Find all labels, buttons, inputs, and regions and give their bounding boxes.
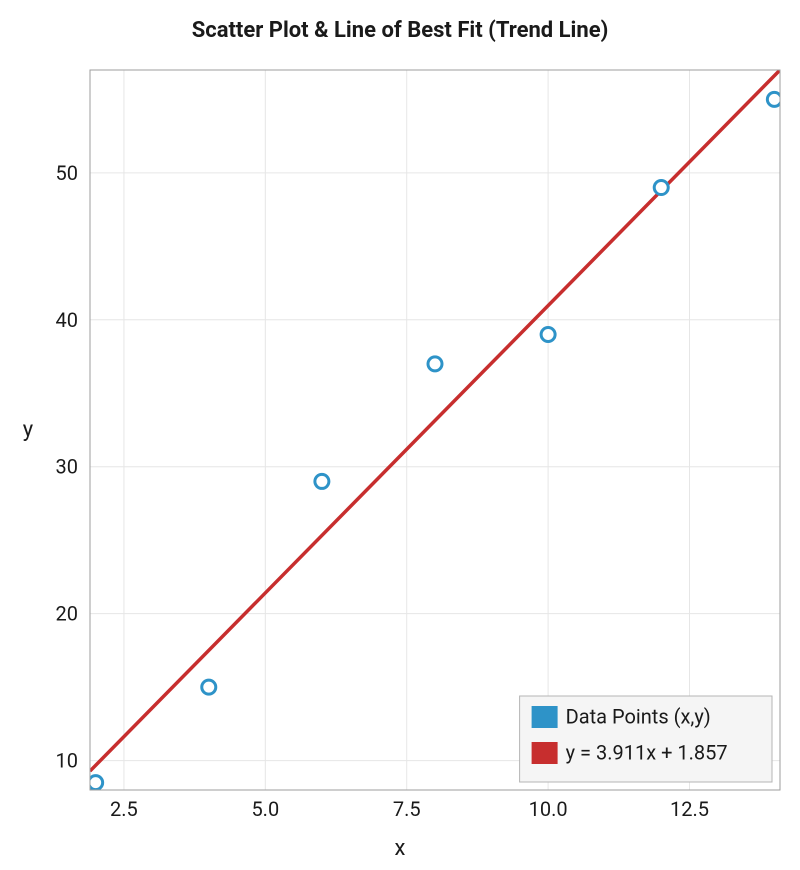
data-point	[89, 776, 103, 790]
x-tick-labels: 2.5 5.0 7.5 10.0 12.5	[110, 797, 709, 821]
legend-label: Data Points (x,y)	[566, 704, 711, 728]
svg-text:7.5: 7.5	[393, 797, 421, 821]
data-point	[654, 181, 668, 195]
data-point	[428, 357, 442, 371]
svg-text:10.0: 10.0	[529, 797, 568, 821]
svg-text:50: 50	[56, 161, 78, 185]
svg-text:40: 40	[56, 308, 78, 332]
scatter-plot: 2.5 5.0 7.5 10.0 12.5 10 20 30 40 50 Data Points (…	[0, 0, 800, 870]
svg-text:12.5: 12.5	[670, 797, 709, 821]
data-point	[202, 680, 216, 694]
data-point	[541, 327, 555, 341]
legend-swatch	[532, 706, 558, 728]
legend-swatch	[532, 742, 558, 764]
svg-text:5.0: 5.0	[251, 797, 279, 821]
svg-text:10: 10	[56, 749, 78, 773]
svg-text:20: 20	[56, 602, 78, 626]
svg-text:2.5: 2.5	[110, 797, 138, 821]
y-tick-labels: 10 20 30 40 50	[56, 161, 78, 773]
data-point	[315, 474, 329, 488]
legend-label: y = 3.911x + 1.857	[566, 740, 728, 764]
data-point	[767, 92, 781, 106]
legend: Data Points (x,y) y = 3.911x + 1.857	[520, 696, 772, 782]
svg-text:30: 30	[56, 455, 78, 479]
